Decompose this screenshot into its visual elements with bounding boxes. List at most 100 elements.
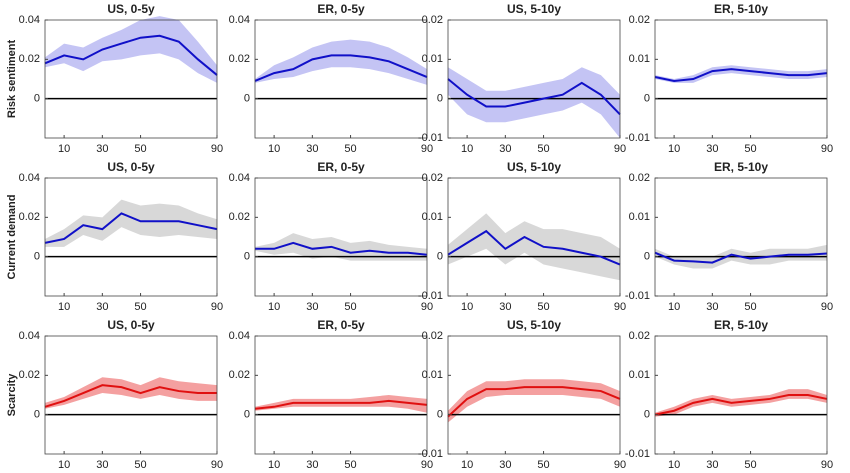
panel-title: ER, 5-10y xyxy=(714,160,768,174)
confidence-band xyxy=(448,67,620,138)
x-tick-label: 50 xyxy=(134,301,146,313)
y-tick-label: 0 xyxy=(34,409,40,421)
x-tick-label: 30 xyxy=(706,459,718,471)
x-tick-label: 50 xyxy=(537,301,549,313)
y-axis-label: Risk sentiment xyxy=(6,40,18,119)
y-tick-label: 0 xyxy=(244,251,250,263)
panel-title: US, 5-10y xyxy=(507,318,561,332)
series-line xyxy=(44,384,217,408)
y-tick-label: 0.02 xyxy=(19,211,40,223)
x-tick-label: 90 xyxy=(614,301,626,313)
x-tick-label: 90 xyxy=(821,301,833,313)
y-tick-label: 0.02 xyxy=(19,369,40,381)
x-tick-label: 30 xyxy=(706,301,718,313)
series-line xyxy=(654,251,828,264)
x-tick-label: 50 xyxy=(134,459,146,471)
y-tick-label: -0.01 xyxy=(418,448,443,460)
y-tick-label: -0.01 xyxy=(625,290,650,302)
y-tick-label: 0.01 xyxy=(422,53,443,65)
y-tick-label: 0.04 xyxy=(229,172,250,184)
x-tick-label: 10 xyxy=(461,459,473,471)
axes-box xyxy=(447,335,621,455)
axes-box xyxy=(254,335,428,455)
y-tick-label: 0 xyxy=(437,251,443,263)
x-tick-label: 90 xyxy=(211,459,223,471)
y-tick-label: -0.01 xyxy=(418,132,443,144)
axes-box xyxy=(44,335,218,455)
x-tick-label: 30 xyxy=(96,301,108,313)
x-tick-label: 30 xyxy=(306,143,318,155)
x-tick-label: 50 xyxy=(344,301,356,313)
x-tick-label: 90 xyxy=(421,459,433,471)
axes-box xyxy=(254,177,428,297)
x-tick-label: 10 xyxy=(58,301,70,313)
x-tick-label: 90 xyxy=(421,143,433,155)
x-tick-label: 90 xyxy=(211,143,223,155)
x-tick-label: 30 xyxy=(96,143,108,155)
axes-box xyxy=(447,177,621,297)
x-tick-label: 50 xyxy=(344,143,356,155)
axes-box xyxy=(654,19,828,139)
x-tick-label: 10 xyxy=(461,301,473,313)
x-tick-label: 10 xyxy=(668,459,680,471)
x-tick-label: 50 xyxy=(744,143,756,155)
y-tick-label: -0.01 xyxy=(625,132,650,144)
x-tick-label: 10 xyxy=(58,459,70,471)
x-tick-label: 50 xyxy=(744,301,756,313)
axes-box xyxy=(447,19,621,139)
y-tick-label: 0.04 xyxy=(19,14,40,26)
x-tick-label: 30 xyxy=(306,459,318,471)
y-tick-label: 0.01 xyxy=(629,53,650,65)
series-line xyxy=(44,34,218,76)
y-tick-label: 0 xyxy=(34,93,40,105)
series-line xyxy=(654,68,828,82)
y-tick-label: 0 xyxy=(437,409,443,421)
axes-box xyxy=(654,335,828,455)
y-tick-label: -0.01 xyxy=(418,290,443,302)
x-tick-label: 90 xyxy=(821,459,833,471)
y-tick-label: -0.01 xyxy=(625,448,650,460)
x-tick-label: 50 xyxy=(537,459,549,471)
x-tick-label: 90 xyxy=(421,301,433,313)
x-tick-label: 90 xyxy=(614,459,626,471)
axes-box xyxy=(44,19,218,139)
y-tick-label: 0 xyxy=(437,93,443,105)
x-tick-label: 10 xyxy=(668,301,680,313)
y-tick-label: 0.02 xyxy=(629,14,650,26)
series-line xyxy=(255,241,428,256)
series-line xyxy=(447,229,621,266)
x-tick-label: 10 xyxy=(461,143,473,155)
y-tick-label: 0.02 xyxy=(229,211,250,223)
x-tick-label: 30 xyxy=(499,301,511,313)
confidence-band xyxy=(448,213,620,281)
y-tick-label: 0.02 xyxy=(229,369,250,381)
panel-title: ER, 5-10y xyxy=(714,318,768,332)
panel-title: ER, 0-5y xyxy=(317,318,365,332)
x-tick-label: 30 xyxy=(306,301,318,313)
panel-title: ER, 5-10y xyxy=(714,2,768,16)
panel-title: ER, 0-5y xyxy=(317,2,365,16)
confidence-band xyxy=(255,39,427,85)
x-tick-label: 90 xyxy=(821,143,833,155)
confidence-band xyxy=(45,16,217,83)
y-tick-label: 0 xyxy=(644,93,650,105)
y-tick-label: 0.02 xyxy=(422,172,443,184)
axes-box xyxy=(654,177,828,297)
axes-box xyxy=(44,177,218,297)
confidence-band xyxy=(255,233,427,261)
y-tick-label: 0.04 xyxy=(229,330,250,342)
x-tick-label: 90 xyxy=(211,301,223,313)
y-tick-label: 0 xyxy=(644,251,650,263)
confidence-band xyxy=(45,377,217,409)
series-line xyxy=(254,399,428,410)
series-line xyxy=(44,212,218,244)
x-tick-label: 50 xyxy=(537,143,549,155)
x-tick-label: 50 xyxy=(744,459,756,471)
y-tick-label: 0.02 xyxy=(629,172,650,184)
confidence-band xyxy=(45,199,217,247)
x-tick-label: 10 xyxy=(268,301,280,313)
panel-title: US, 0-5y xyxy=(107,160,155,174)
y-tick-label: 0.04 xyxy=(19,330,40,342)
x-tick-label: 10 xyxy=(58,143,70,155)
y-tick-label: 0.01 xyxy=(422,211,443,223)
